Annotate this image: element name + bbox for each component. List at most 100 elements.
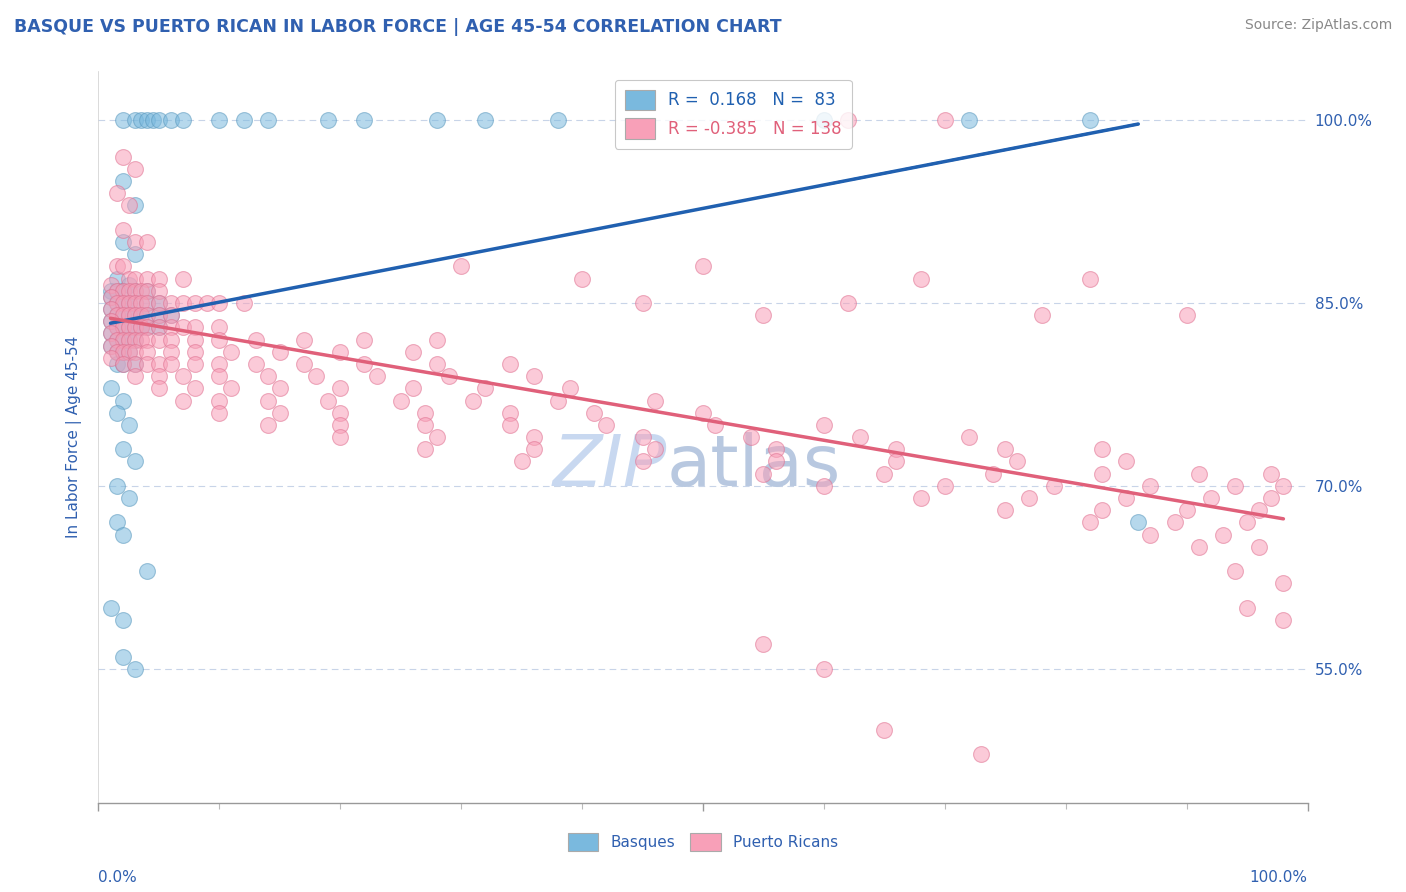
Point <box>111 357 134 371</box>
Point <box>129 296 152 310</box>
Point <box>135 113 157 128</box>
Point <box>124 357 146 371</box>
Point <box>111 527 134 541</box>
Point <box>148 308 170 322</box>
Point <box>129 320 152 334</box>
Point <box>148 369 170 384</box>
Point <box>160 308 183 322</box>
Point <box>1078 271 1101 285</box>
Point <box>111 296 134 310</box>
Point <box>329 344 352 359</box>
Point <box>129 284 152 298</box>
Point <box>142 113 165 128</box>
Point <box>118 344 141 359</box>
Point <box>1007 454 1029 468</box>
Point <box>124 662 146 676</box>
Point <box>558 381 581 395</box>
Point <box>129 113 152 128</box>
Point <box>208 296 231 310</box>
Point <box>135 357 157 371</box>
Point <box>111 150 134 164</box>
Point <box>100 314 122 328</box>
Point <box>208 333 231 347</box>
Point <box>118 308 141 322</box>
Point <box>111 284 134 298</box>
Point <box>329 406 352 420</box>
Point <box>184 296 207 310</box>
Text: 0.0%: 0.0% <box>98 870 138 885</box>
Point <box>366 369 388 384</box>
Point <box>124 308 146 322</box>
Point <box>1272 576 1295 591</box>
Point <box>1175 308 1198 322</box>
Point <box>100 301 122 317</box>
Y-axis label: In Labor Force | Age 45-54: In Labor Force | Age 45-54 <box>66 336 83 538</box>
Point <box>910 271 932 285</box>
Point <box>256 393 278 408</box>
Point <box>329 430 352 444</box>
Point <box>1042 479 1064 493</box>
Point <box>752 467 775 481</box>
Point <box>1078 113 1101 128</box>
Point <box>450 260 472 274</box>
Point <box>221 344 243 359</box>
Legend: Basques, Puerto Ricans: Basques, Puerto Ricans <box>561 827 845 857</box>
Point <box>740 430 762 444</box>
Point <box>1115 491 1137 505</box>
Point <box>208 320 231 334</box>
Point <box>245 357 267 371</box>
Point <box>849 430 872 444</box>
Point <box>111 174 134 188</box>
Point <box>765 454 787 468</box>
Point <box>692 406 714 420</box>
Point <box>245 333 267 347</box>
Point <box>111 613 134 627</box>
Point <box>111 235 134 249</box>
Point <box>124 198 146 212</box>
Point <box>1236 600 1258 615</box>
Point <box>148 320 170 334</box>
Point <box>100 290 122 304</box>
Point <box>910 491 932 505</box>
Point <box>111 223 134 237</box>
Point <box>105 406 128 420</box>
Point <box>316 393 339 408</box>
Point <box>129 333 152 347</box>
Point <box>124 454 146 468</box>
Point <box>1031 308 1053 322</box>
Point <box>1236 516 1258 530</box>
Point <box>105 296 128 310</box>
Point <box>135 564 157 578</box>
Point <box>934 113 956 128</box>
Point <box>813 417 835 432</box>
Point <box>208 393 231 408</box>
Point <box>100 277 122 292</box>
Point <box>426 113 449 128</box>
Point <box>1223 479 1246 493</box>
Point <box>105 260 128 274</box>
Point <box>160 344 183 359</box>
Point <box>100 381 122 395</box>
Point <box>135 296 157 310</box>
Point <box>148 113 170 128</box>
Point <box>129 320 152 334</box>
Point <box>1078 516 1101 530</box>
Point <box>402 381 425 395</box>
Point <box>1260 467 1282 481</box>
Point <box>135 284 157 298</box>
Point <box>256 417 278 432</box>
Point <box>813 662 835 676</box>
Point <box>1199 491 1222 505</box>
Point <box>172 393 194 408</box>
Point <box>631 296 654 310</box>
Point <box>124 296 146 310</box>
Point <box>172 369 194 384</box>
Point <box>426 357 449 371</box>
Point <box>523 442 546 457</box>
Point <box>111 320 134 334</box>
Point <box>105 186 128 201</box>
Point <box>994 503 1017 517</box>
Point <box>402 344 425 359</box>
Point <box>160 333 183 347</box>
Point <box>105 308 128 322</box>
